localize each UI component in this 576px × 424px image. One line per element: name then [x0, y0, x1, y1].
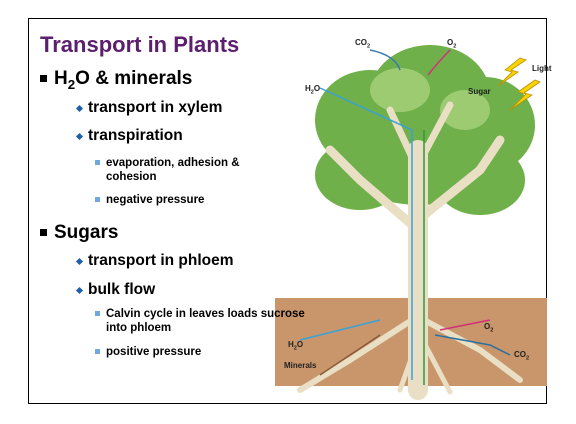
slide: Transport in Plants H2O & minerals trans… — [0, 0, 576, 424]
diagram-label: Sugar — [468, 87, 491, 96]
diagram-label: O2 — [484, 322, 493, 334]
diagram-label: Light — [532, 64, 552, 73]
diagram-label: O2 — [447, 38, 456, 50]
subscript: 2 — [490, 328, 493, 334]
diagram-label: Minerals — [284, 361, 316, 370]
diagram-label: CO2 — [355, 38, 370, 50]
text: O — [297, 340, 303, 349]
bullet-level-2: transport in phloem — [88, 252, 234, 270]
bullet-level-2: transport in xylem — [88, 99, 222, 117]
subscript: 2 — [453, 44, 456, 50]
text: O & minerals — [75, 68, 192, 89]
bullet-level-3: positive pressure — [106, 345, 201, 359]
diagram-label: CO2 — [514, 350, 529, 362]
bullet-level-3: Calvin cycle in leaves loads sucrose int… — [106, 307, 306, 335]
diagram-label: H2O — [288, 340, 303, 352]
bullet-level-3: evaporation, adhesion & cohesion — [106, 156, 271, 184]
bullet-level-2: transpiration — [88, 127, 183, 145]
bullet-level-1: H2O & minerals — [54, 68, 192, 92]
text: CO — [355, 38, 367, 47]
bullet-level-1: Sugars — [54, 222, 118, 244]
bullet-level-2: bulk flow — [88, 281, 155, 299]
slide-title: Transport in Plants — [40, 32, 239, 58]
text: CO — [514, 350, 526, 359]
subscript: 2 — [526, 356, 529, 362]
text: O — [314, 84, 320, 93]
bullet-level-3: negative pressure — [106, 193, 204, 207]
subscript: 2 — [367, 44, 370, 50]
diagram-label: H2O — [305, 84, 320, 96]
text: H — [54, 68, 68, 89]
